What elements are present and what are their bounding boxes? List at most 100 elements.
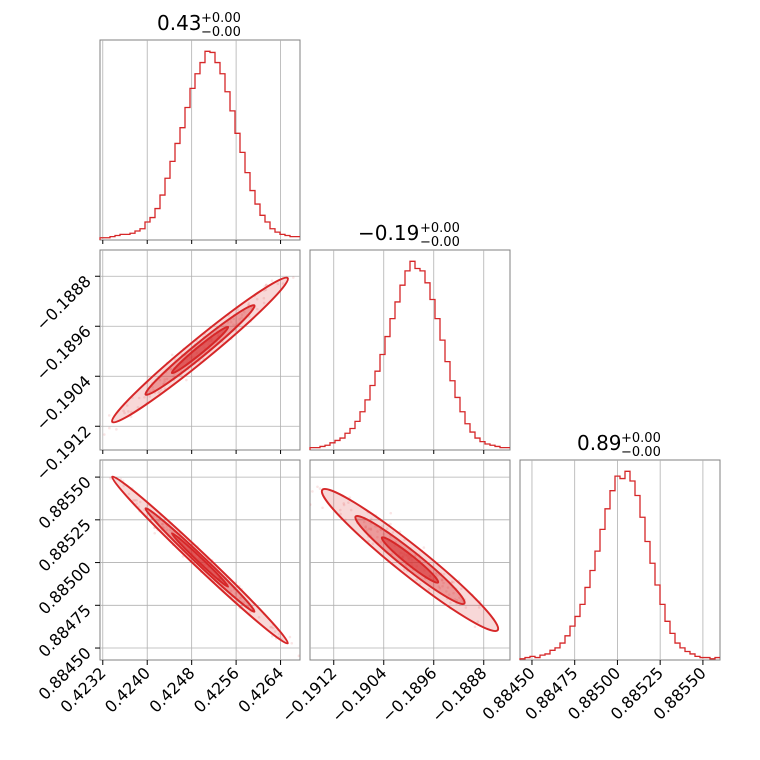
sample-point <box>108 426 111 430</box>
sample-point <box>151 385 154 389</box>
sample-point <box>321 506 324 510</box>
sample-point <box>452 591 455 595</box>
sample-point <box>181 555 185 558</box>
sample-point <box>435 572 438 576</box>
sample-point <box>379 540 383 544</box>
title-p2-value: −0.19 <box>358 221 419 245</box>
sample-point <box>385 527 389 531</box>
sample-point <box>376 530 379 533</box>
sample-point <box>265 283 268 287</box>
title-p1: 0.43 +0.00 −0.00 <box>157 11 241 40</box>
sample-point <box>452 581 455 584</box>
sample-point <box>403 568 406 571</box>
sample-point <box>450 580 454 583</box>
sample-point <box>427 588 431 591</box>
sample-point <box>161 522 165 526</box>
sample-point <box>273 630 277 633</box>
contour-level-3 <box>170 532 230 588</box>
sample-point <box>135 502 138 506</box>
sample-point <box>264 283 268 287</box>
sample-point <box>461 600 465 604</box>
sample-point <box>347 501 350 504</box>
sample-point <box>163 378 166 381</box>
sample-point <box>169 368 173 371</box>
sample-point <box>127 410 130 413</box>
sample-point <box>240 316 243 319</box>
sample-point <box>229 589 233 593</box>
sample-point <box>292 474 295 477</box>
sample-point <box>138 500 142 504</box>
sample-point <box>160 522 164 526</box>
y-tick-label-p2: −0.1888 <box>32 272 95 335</box>
sample-point <box>152 515 156 518</box>
sample-point <box>226 321 230 324</box>
sample-point <box>153 531 157 535</box>
sample-point <box>270 635 274 638</box>
sample-point <box>389 511 393 515</box>
histogram-p3 <box>519 470 720 660</box>
sample-point <box>158 378 162 382</box>
sample-point <box>438 586 442 590</box>
x-tick-label-p1: 0.4264 <box>234 663 287 716</box>
panel-frame-3-3 <box>519 459 721 661</box>
sample-point <box>441 584 444 588</box>
sample-point <box>338 508 342 512</box>
sample-point <box>148 395 152 398</box>
sample-point <box>158 390 161 394</box>
title-p1-value: 0.43 <box>157 11 202 35</box>
sample-point <box>342 502 346 505</box>
contour-level-3 <box>380 536 440 584</box>
title-p3-sub: −0.00 <box>621 445 661 460</box>
sample-point <box>262 301 266 305</box>
x-tick-label-p1: 0.4256 <box>190 663 243 716</box>
sample-point <box>238 317 241 321</box>
sample-point <box>310 503 312 506</box>
sample-point <box>137 396 141 400</box>
panel-frame-p1-p3 <box>99 459 301 661</box>
sample-point <box>403 538 406 542</box>
sample-point <box>367 527 371 531</box>
sample-point <box>255 297 259 301</box>
sample-point <box>127 492 131 496</box>
sample-point <box>364 525 368 528</box>
sample-point <box>339 512 342 516</box>
sample-point <box>157 518 161 522</box>
sample-point <box>276 282 280 286</box>
title-p3-value: 0.89 <box>577 431 622 455</box>
sample-point <box>168 528 172 532</box>
sample-point <box>236 308 240 312</box>
histogram-p1 <box>99 50 300 240</box>
sample-point <box>277 632 281 636</box>
sample-point <box>159 388 163 392</box>
sample-point <box>249 610 252 614</box>
sample-point <box>173 358 177 361</box>
panel-frame-p1-p2 <box>99 249 301 451</box>
sample-point <box>246 303 250 307</box>
sample-point <box>376 535 379 539</box>
sample-point <box>476 620 480 624</box>
sample-point <box>270 279 274 282</box>
sample-point <box>100 424 101 426</box>
sample-point <box>169 367 173 371</box>
sample-point <box>458 596 461 600</box>
sample-point <box>369 517 373 521</box>
sample-point <box>391 531 395 534</box>
sample-point <box>342 503 346 507</box>
sample-point <box>460 587 463 591</box>
sample-point <box>270 626 273 629</box>
histogram-p2 <box>309 260 510 450</box>
sample-point <box>115 428 118 431</box>
sample-point <box>446 586 450 589</box>
sample-point <box>133 499 137 502</box>
sample-point <box>460 598 463 602</box>
sample-point <box>440 578 444 581</box>
sample-point <box>447 593 451 596</box>
sample-point <box>415 578 419 581</box>
sample-point <box>185 378 188 382</box>
sample-point <box>122 484 125 487</box>
sample-point <box>165 528 169 532</box>
sample-point <box>367 539 370 543</box>
sample-point <box>290 641 294 645</box>
x-tick-label-p1: 0.4248 <box>145 663 198 716</box>
